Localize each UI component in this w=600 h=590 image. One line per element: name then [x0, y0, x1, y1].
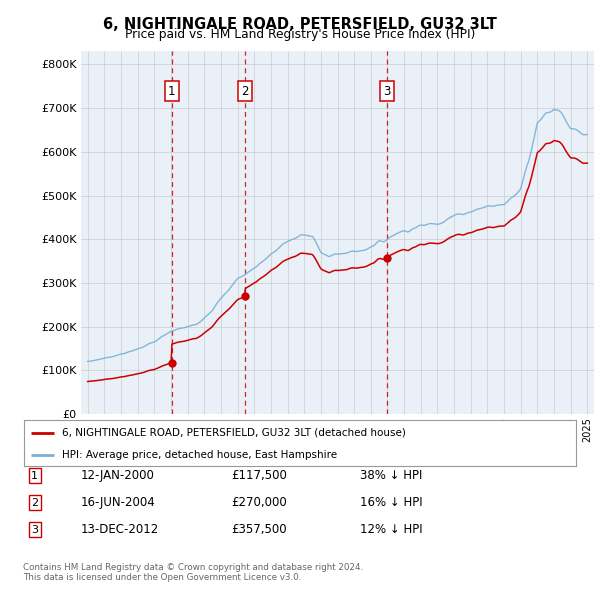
Text: 38% ↓ HPI: 38% ↓ HPI [360, 469, 422, 482]
Text: 12% ↓ HPI: 12% ↓ HPI [360, 523, 422, 536]
Text: 13-DEC-2012: 13-DEC-2012 [81, 523, 159, 536]
Text: £357,500: £357,500 [231, 523, 287, 536]
Text: 16-JUN-2004: 16-JUN-2004 [81, 496, 156, 509]
Text: 2: 2 [241, 85, 249, 98]
Text: 2: 2 [31, 498, 38, 507]
Text: 6, NIGHTINGALE ROAD, PETERSFIELD, GU32 3LT: 6, NIGHTINGALE ROAD, PETERSFIELD, GU32 3… [103, 17, 497, 31]
Text: Contains HM Land Registry data © Crown copyright and database right 2024.: Contains HM Land Registry data © Crown c… [23, 563, 363, 572]
Text: 6, NIGHTINGALE ROAD, PETERSFIELD, GU32 3LT (detached house): 6, NIGHTINGALE ROAD, PETERSFIELD, GU32 3… [62, 428, 406, 438]
Text: 3: 3 [383, 85, 391, 98]
Text: 1: 1 [168, 85, 175, 98]
Text: 16% ↓ HPI: 16% ↓ HPI [360, 496, 422, 509]
Text: 12-JAN-2000: 12-JAN-2000 [81, 469, 155, 482]
Text: 3: 3 [31, 525, 38, 535]
Text: This data is licensed under the Open Government Licence v3.0.: This data is licensed under the Open Gov… [23, 572, 301, 582]
Text: Price paid vs. HM Land Registry's House Price Index (HPI): Price paid vs. HM Land Registry's House … [125, 28, 475, 41]
Text: £117,500: £117,500 [231, 469, 287, 482]
Text: £270,000: £270,000 [231, 496, 287, 509]
Text: 1: 1 [31, 471, 38, 480]
Text: HPI: Average price, detached house, East Hampshire: HPI: Average price, detached house, East… [62, 450, 337, 460]
